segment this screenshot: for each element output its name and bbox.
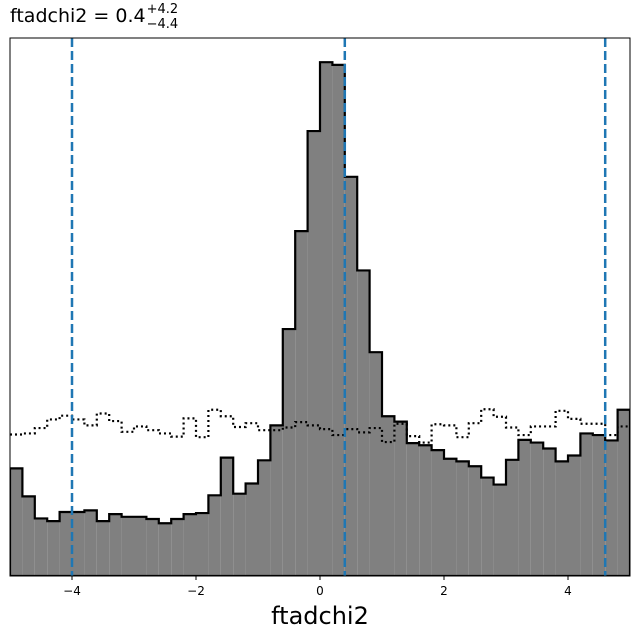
histogram-bar	[307, 131, 320, 576]
histogram-bar	[121, 516, 134, 576]
histogram-bar	[617, 409, 630, 576]
histogram-bar	[183, 514, 196, 576]
histogram-bar	[493, 484, 506, 576]
histogram-bar	[282, 329, 296, 576]
histogram-bar	[146, 518, 159, 576]
histogram-bar	[568, 455, 581, 576]
x-tick-label: −4	[63, 584, 81, 598]
histogram-bar	[34, 518, 48, 576]
plot-area: −4 −2 0 2 4	[9, 37, 631, 598]
histogram-bar	[506, 459, 519, 576]
histogram-bar	[84, 510, 97, 576]
chart-title-sup: +4.2	[147, 2, 179, 17]
histogram-bar	[158, 523, 172, 576]
histogram-bar	[270, 425, 283, 576]
histogram-bar	[431, 450, 444, 576]
x-tick-label: 2	[440, 584, 448, 598]
histogram-bar	[10, 468, 23, 576]
histogram-bar	[394, 421, 407, 576]
histogram-bar	[530, 442, 544, 576]
x-axis-label: ftadchi2	[271, 602, 369, 630]
histogram-bar	[171, 518, 184, 576]
histogram-bar	[382, 416, 395, 576]
histogram-bar	[357, 270, 370, 576]
histogram-bar	[320, 62, 333, 576]
histogram-bar	[456, 461, 469, 576]
histogram-bar	[419, 445, 432, 576]
histogram-bar	[369, 352, 382, 576]
histogram-bar	[196, 513, 209, 576]
histogram-bar	[72, 511, 85, 576]
chart-title-sub: −4.4	[147, 17, 179, 32]
histogram-bar	[518, 439, 531, 576]
chart-title: ftadchi2 = 0.4	[10, 5, 146, 27]
histogram-bar	[220, 457, 234, 576]
histogram-bar	[59, 511, 72, 576]
histogram-bar	[208, 495, 221, 576]
histogram-bar	[481, 477, 494, 576]
histogram-bar	[580, 433, 593, 576]
histogram-bar	[96, 521, 110, 576]
histogram-bar	[592, 435, 606, 576]
x-tick-label: −2	[187, 584, 205, 598]
histogram-bar	[134, 516, 147, 576]
histogram-bar	[47, 521, 60, 576]
plot-series-group	[10, 38, 630, 576]
histogram-bar	[344, 176, 358, 576]
histogram-bar	[258, 460, 271, 576]
histogram-bar	[245, 483, 258, 576]
x-tick-label: 4	[564, 584, 572, 598]
histogram-bar	[109, 514, 122, 576]
histogram-bar	[468, 466, 482, 576]
x-tick-label: 0	[316, 584, 324, 598]
histogram-bar	[543, 448, 556, 576]
histogram-bar	[22, 496, 35, 576]
histogram-bar	[295, 231, 308, 576]
histogram-bar	[555, 461, 568, 576]
histogram-bar	[332, 64, 345, 576]
histogram-bar	[605, 440, 618, 576]
histogram-bar	[406, 443, 420, 576]
histogram-bar	[233, 493, 246, 576]
histogram-bar	[444, 458, 457, 576]
histogram-filled-outline	[10, 61, 630, 576]
chart-title-main: ftadchi2 = 0.4	[10, 5, 146, 27]
